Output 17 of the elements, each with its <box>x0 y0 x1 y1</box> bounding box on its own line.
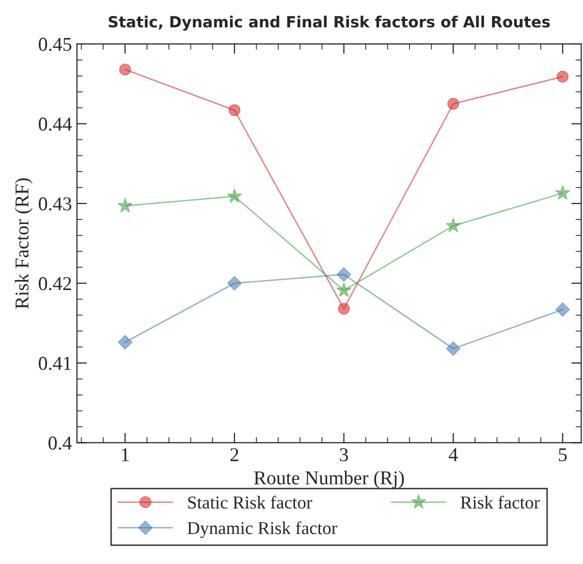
y-tick-label: 0.42 <box>38 277 72 290</box>
x-tick-label: 4 <box>448 448 458 462</box>
legend-label: Dynamic Risk factor <box>187 521 338 538</box>
legend-label: Risk factor <box>460 496 540 509</box>
y-tick-label: 0.44 <box>38 118 72 131</box>
chart-title: Static, Dynamic and Final Risk factors of All Routes <box>108 16 550 31</box>
x-tick-label: 5 <box>558 448 567 462</box>
x-axis-title: Route Number (Rj) <box>254 470 404 488</box>
x-tick-label: 1 <box>122 448 129 462</box>
y-axis-title: Risk Factor (RF) <box>14 178 33 309</box>
y-tick-label: 0.45 <box>38 38 72 52</box>
x-tick-label: 2 <box>230 448 238 462</box>
y-tick-label: 0.43 <box>38 197 72 211</box>
y-tick-label: 0.4 <box>48 436 72 450</box>
y-tick-label: 0.41 <box>38 356 71 370</box>
x-tick-label: 3 <box>340 448 348 462</box>
legend-label: Static Risk factor <box>188 496 312 509</box>
